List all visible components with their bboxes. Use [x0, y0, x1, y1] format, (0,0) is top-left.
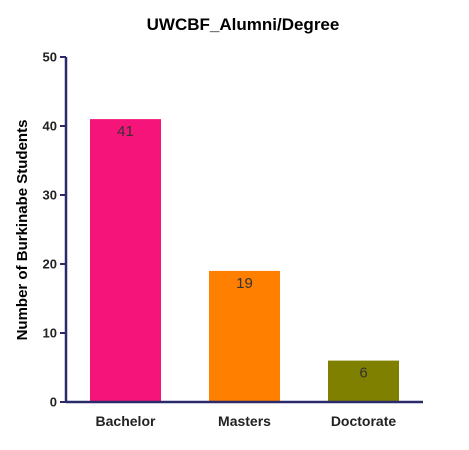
data-label-bachelor: 41 [117, 123, 134, 140]
data-label-doctorate: 6 [359, 365, 367, 382]
data-label-masters: 19 [236, 275, 253, 292]
y-tick-label: 40 [43, 119, 57, 134]
x-axis-labels: Bachelor Masters Doctorate [96, 413, 397, 429]
y-tick-label: 20 [43, 257, 57, 272]
bar-doctorate [328, 360, 399, 402]
y-axis-ticks: 0 10 20 30 40 50 [43, 50, 66, 410]
y-axis-label: Number of Burkinabe Students [14, 120, 31, 341]
y-tick-label: 30 [43, 188, 57, 203]
bars [90, 119, 399, 402]
y-tick-label: 50 [43, 50, 57, 65]
x-tick-label-masters: Masters [218, 413, 271, 429]
bar-bachelor [90, 119, 161, 402]
data-labels: 41 19 6 [117, 123, 368, 382]
x-tick-label-bachelor: Bachelor [96, 413, 156, 429]
x-tick-label-doctorate: Doctorate [331, 413, 397, 429]
chart-title: UWCBF_Alumni/Degree [147, 15, 340, 34]
y-tick-label: 0 [50, 395, 57, 410]
y-tick-label: 10 [43, 326, 57, 341]
bar-masters [209, 270, 280, 402]
